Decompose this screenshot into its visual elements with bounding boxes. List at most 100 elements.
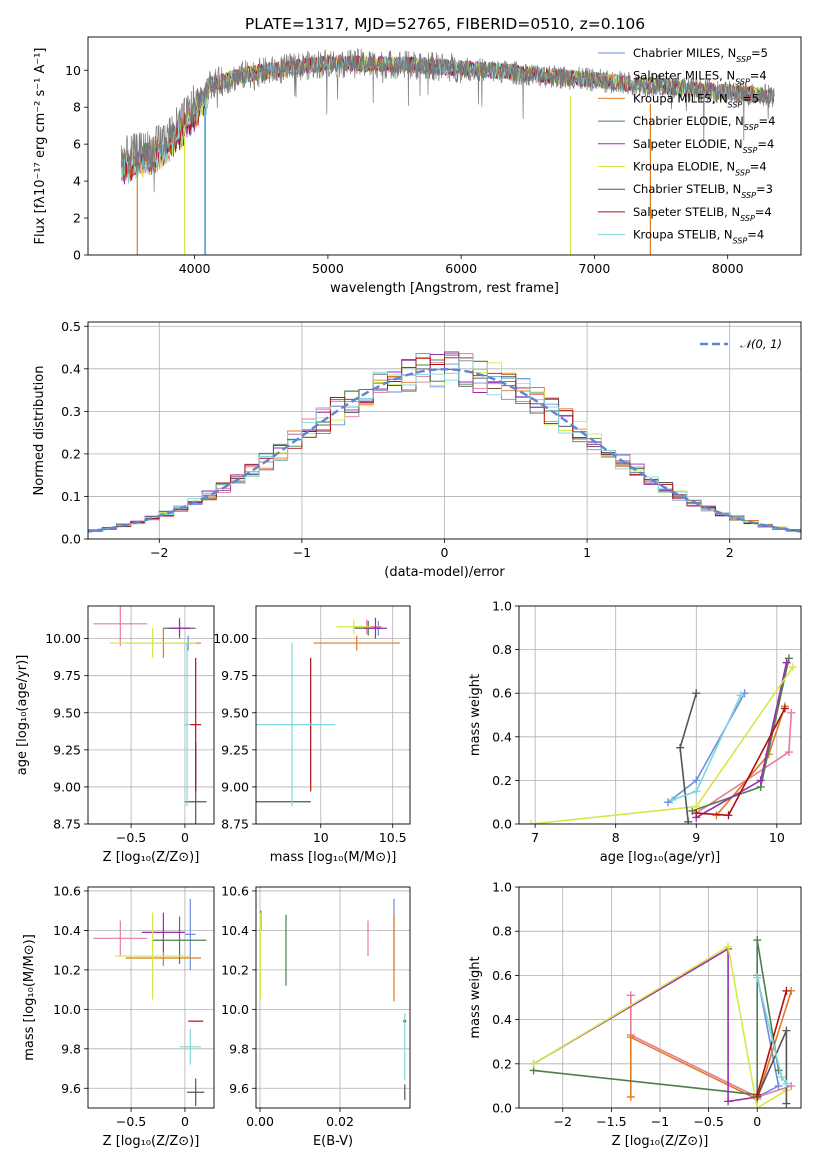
y-tick-label: 0.2 — [492, 773, 512, 788]
massweight_vs_Z-panel: −2 −1.5 −1 −0.5 0 0.0 0.2 0.4 0.6 0.8 1.0 Z [log₁₀(… — [468, 880, 802, 1149]
y-tick-label: 10.00 — [45, 631, 81, 646]
y-tick-label: 8.75 — [53, 817, 81, 832]
x-tick-label: 9 — [692, 830, 700, 845]
y-tick-label: 0.6 — [492, 968, 512, 983]
plot-area — [88, 606, 214, 824]
x-tick-label: −2 — [554, 1114, 572, 1129]
x-tick-label: 10 — [313, 830, 329, 845]
y-tick-label: 9.8 — [61, 1041, 81, 1056]
legend-entry-salpeter_elodie: Salpeter ELODIE, NSSP=4 — [633, 137, 774, 155]
x-tick-label: 10 — [769, 830, 785, 845]
axes-frame — [87, 321, 802, 540]
series-kroupa_elodie — [533, 945, 787, 1108]
series-salpeter_stelib — [756, 990, 788, 1095]
y-tick-label: 9.75 — [53, 668, 81, 683]
x-tick-label: 10.5 — [379, 830, 407, 845]
marker-salpeter_stelib — [692, 809, 701, 818]
legend-entry-salpeter_stelib: Salpeter STELIB, NSSP=4 — [633, 205, 772, 223]
y-tick-label: 0.0 — [492, 1101, 512, 1116]
marker-kroupa_stelib — [782, 1079, 791, 1088]
y-axis-label: mass [log₁₀(M/M⊙)] — [22, 934, 37, 1061]
series-salpeter_miles — [630, 995, 792, 1098]
x-axis-label: E(B-V) — [313, 1134, 353, 1149]
axes-frame — [255, 605, 411, 825]
legend-entry-kroupa_elodie: Kroupa ELODIE, NSSP=4 — [633, 160, 767, 178]
y-tick-label: 1.0 — [492, 599, 512, 614]
y-tick-label: 9.00 — [221, 779, 249, 794]
normal-curve — [88, 368, 801, 533]
x-tick-label: −1.5 — [596, 1114, 626, 1129]
y-tick-label: 9.75 — [221, 668, 249, 683]
marker-salpeter_elodie — [724, 1097, 733, 1106]
x-tick-label: −0.5 — [116, 1114, 146, 1129]
x-axis-label: wavelength [Angstrom, rest frame] — [330, 281, 559, 296]
series-chabrier_elodie — [533, 939, 780, 1096]
legend-entry-salpeter_miles: Salpeter MILES, NSSP=4 — [633, 69, 767, 87]
y-tick-label: 1.0 — [492, 880, 512, 895]
legend-entry-chabrier_elodie: Chabrier ELODIE, NSSP=4 — [633, 114, 775, 132]
mass_vs_Z-panel: −0.5 0 9.6 9.8 10.0 10.2 10.4 10.6 Z [log₁₀(Z/Z⊙… — [22, 883, 215, 1149]
series-chabrier_stelib — [679, 692, 698, 822]
marker-salpeter_stelib — [753, 1090, 762, 1099]
y-tick-label: 8 — [73, 100, 81, 115]
plot-area — [256, 606, 410, 824]
age_vs_Z-panel: −0.5 0 8.75 9.00 9.25 9.50 9.75 10.00 Z [log₁₀(Z… — [15, 605, 215, 865]
marker-kroupa_elodie — [529, 1059, 538, 1068]
x-tick-label: 8000 — [712, 261, 744, 276]
marker-chabrier_elodie — [753, 936, 762, 945]
marker-chabrier_stelib — [782, 1099, 791, 1108]
y-tick-label: 0.2 — [61, 446, 81, 461]
y-tick-label: 10.0 — [221, 1002, 249, 1017]
plot-area — [519, 606, 801, 824]
marker-salpeter_miles — [787, 1081, 796, 1090]
x-tick-label: 0 — [441, 545, 449, 560]
marker-chabrier_elodie — [784, 654, 793, 663]
marker-kroupa_stelib — [692, 787, 701, 796]
x-axis-label: Z [log₁₀(Z/Z⊙)] — [103, 850, 200, 865]
marker-salpeter_miles — [787, 708, 796, 717]
marker-salpeter_elodie — [782, 658, 791, 667]
y-tick-label: 9.00 — [53, 779, 81, 794]
axes-frame — [87, 36, 802, 256]
plot-area — [519, 887, 801, 1108]
y-tick-label: 9.6 — [61, 1081, 81, 1096]
marker-kroupa_stelib — [736, 691, 745, 700]
x-tick-label: −0.5 — [116, 830, 146, 845]
x-tick-label: 0 — [181, 1114, 189, 1129]
y-tick-label: 10.2 — [53, 962, 81, 977]
y-tick-label: 10.4 — [221, 923, 249, 938]
legend-entry-kroupa_stelib: Kroupa STELIB, NSSP=4 — [633, 228, 764, 246]
y-tick-label: 10.6 — [221, 883, 249, 898]
y-tick-label: 9.25 — [221, 742, 249, 757]
y-tick-label: 0.8 — [492, 642, 512, 657]
y-tick-label: 0.4 — [61, 361, 81, 376]
axes-frame — [87, 886, 215, 1109]
x-tick-label: 0 — [753, 1114, 761, 1129]
y-tick-label: 0.8 — [492, 924, 512, 939]
legend-entry-kroupa_miles: Kroupa MILES, NSSP=5 — [633, 91, 759, 109]
x-tick-label: 6000 — [445, 261, 477, 276]
x-tick-label: 1 — [583, 545, 591, 560]
marker-chabrier_stelib — [782, 1026, 791, 1035]
y-tick-label: 0.0 — [492, 817, 512, 832]
y-tick-label: 9.50 — [53, 705, 81, 720]
figure-title: PLATE=1317, MJD=52765, FIBERID=0510, z=0… — [245, 15, 645, 33]
x-tick-label: −0.5 — [693, 1114, 723, 1129]
marker-chabrier_stelib — [692, 689, 701, 698]
y-tick-label: 6 — [73, 137, 81, 152]
y-tick-label: 0.5 — [61, 319, 81, 334]
y-tick-label: 0.4 — [492, 1012, 512, 1027]
x-axis-label: age [log₁₀(age/yr)] — [600, 850, 721, 865]
y-tick-label: 9.50 — [221, 705, 249, 720]
series-salpeter_elodie — [533, 947, 758, 1103]
marker-salpeter_stelib — [782, 986, 791, 995]
marker-kroupa_miles — [626, 1033, 635, 1042]
age_vs_mass-panel: 10 10.5 8.75 9.00 9.25 9.50 9.75 10.00 mass [log… — [213, 605, 411, 865]
marker-kroupa_stelib — [753, 973, 762, 982]
plot-area — [88, 887, 214, 1108]
y-axis-label: mass weight — [468, 956, 483, 1038]
y-tick-label: 10.2 — [221, 962, 249, 977]
y-tick-label: 10 — [65, 63, 81, 78]
y-tick-label: 2 — [73, 211, 81, 226]
y-axis-label: Normed distribution — [32, 366, 47, 496]
